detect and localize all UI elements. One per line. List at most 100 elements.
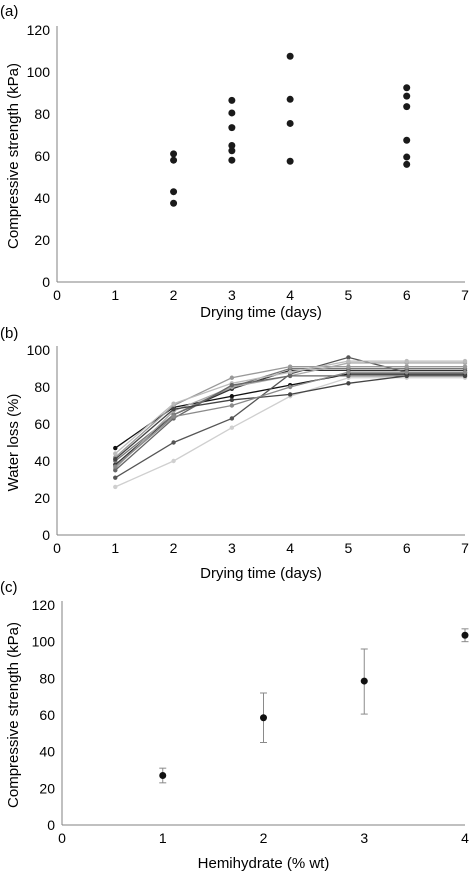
panel-a-y-axis-title: Compressive strength (kPa)	[5, 63, 22, 249]
panel-b-x-tick-label: 0	[53, 540, 61, 556]
panel-a-y-tick-label: 120	[27, 22, 51, 38]
panel-a-data-point	[403, 92, 411, 100]
panel-b-x-tick-label: 1	[111, 540, 119, 556]
panel-c-x-tick-label: 3	[360, 830, 368, 846]
panel-b-series-point	[171, 458, 176, 464]
panel-b-y-tick-label: 40	[34, 453, 50, 469]
panel-c-x-tick-label: 1	[159, 830, 167, 846]
panel-b-series-point	[171, 414, 176, 419]
panel-c-y-tick-label: 60	[39, 707, 55, 723]
panel-c-x-tick-label: 0	[58, 830, 66, 846]
panel-a-data-point	[403, 103, 411, 111]
panel-b-series-point	[229, 397, 235, 403]
panel-a-data-point	[228, 124, 236, 132]
panel-a-y-tick-label: 100	[27, 64, 51, 80]
panel-a-data-point	[286, 52, 294, 60]
panel-b-series-point	[462, 373, 468, 379]
panel-a-data-point	[286, 157, 294, 165]
panel-a-data-point	[170, 150, 178, 158]
panel-a-data-point	[228, 142, 236, 149]
panel-b-series-point	[287, 364, 293, 369]
panel-b-series-point	[404, 370, 409, 375]
panel-c-y-tick-label: 40	[39, 744, 55, 760]
panel-b-x-tick-label: 6	[403, 540, 411, 556]
panel-c-y-tick-label: 80	[39, 670, 55, 686]
panel-a-data-point	[170, 199, 178, 207]
panel-b-y-tick-label: 60	[34, 416, 50, 432]
panel-a-x-tick-label: 3	[228, 287, 236, 303]
panel-b-series-point	[346, 370, 351, 375]
panel-b-series-point	[113, 456, 118, 462]
panel-c-x-axis-title: Hemihydrate (% wt)	[198, 855, 330, 872]
panel-c-y-axis-title: Compressive strength (kPa)	[5, 622, 22, 808]
panel-b-x-axis-title: Drying time (days)	[200, 565, 322, 582]
panel-c-y-tick-label: 120	[32, 597, 56, 613]
panel-a-x-tick-label: 0	[53, 287, 61, 303]
panel-b-series-point	[346, 358, 351, 364]
panel-a-y-tick-label: 80	[34, 106, 50, 122]
panel-c-data-point	[159, 772, 167, 779]
panel-a-y-tick-label: 0	[42, 274, 50, 290]
panel-a-data-point	[228, 109, 236, 117]
panel-a-label: (a)	[0, 3, 18, 20]
panel-b-series-point	[229, 375, 235, 380]
panel-b-series-point	[229, 425, 235, 430]
panel-a-x-axis-title: Drying time (days)	[200, 304, 322, 321]
panel-b-series-point	[113, 475, 118, 480]
panel-b-series-point	[287, 370, 293, 375]
panel-b-series-point	[462, 358, 468, 364]
panel-a-x-tick-label: 4	[286, 287, 294, 303]
panel-b-series-point	[171, 407, 176, 412]
panel-b-x-tick-label: 2	[170, 540, 178, 556]
panel-b-series-point	[346, 364, 351, 369]
panel-b-series-line-6	[114, 362, 465, 469]
panel-a-data-point	[403, 160, 411, 168]
panel-b-series-point	[171, 401, 176, 406]
panel-c-x-tick-label: 2	[260, 830, 268, 846]
panel-b-series-point	[113, 484, 118, 490]
panel-a-y-tick-label: 40	[34, 190, 50, 206]
panel-a-data-point	[403, 153, 411, 161]
panel-b-label: (b)	[0, 325, 18, 342]
panel-a-data-point	[403, 136, 411, 144]
panel-b-series-point	[287, 373, 293, 379]
panel-b-chart: (b) Drying time (days) Water loss (%) 0 1…	[0, 325, 469, 582]
panel-c-y-tick-label: 100	[32, 634, 56, 650]
panel-b-series-point	[113, 468, 118, 473]
panel-c-data-point	[461, 631, 469, 639]
panel-b-series-point	[113, 445, 118, 451]
panel-b-series-point	[462, 370, 468, 375]
panel-c-data-point	[260, 714, 267, 722]
panel-b-series-line-9	[114, 375, 465, 471]
panel-a-x-tick-label: 1	[111, 287, 119, 303]
panel-b-series-point	[404, 364, 409, 369]
panel-a-data-point	[170, 188, 178, 196]
panel-b-series-point	[287, 384, 293, 390]
panel-b-x-tick-label: 4	[286, 540, 294, 556]
panel-c-chart: (c) Hemihydrate (% wt) Compressive stren…	[0, 579, 469, 872]
panel-a-y-tick-label: 20	[34, 232, 50, 248]
panel-b-series-point	[229, 403, 235, 408]
panel-b-series-point	[113, 451, 118, 456]
panel-a-data-point	[228, 147, 236, 155]
panel-a-data-point	[228, 156, 236, 164]
panel-a-data-point	[170, 156, 178, 164]
panel-a-data-point	[228, 96, 236, 104]
panel-a-y-tick-label: 60	[34, 148, 50, 164]
panel-b-series-point	[229, 394, 235, 399]
panel-b-y-axis-title: Water loss (%)	[5, 394, 22, 492]
panel-a-x-tick-label: 6	[403, 287, 411, 303]
panel-b-series-point	[229, 416, 235, 421]
panel-b-x-tick-label: 5	[345, 540, 353, 556]
panel-a-data-point	[286, 119, 294, 127]
panel-b-x-tick-label: 7	[461, 540, 469, 556]
panel-b-y-tick-label: 80	[34, 379, 50, 395]
panel-b-series-point	[404, 358, 409, 364]
panel-a-x-tick-label: 2	[170, 287, 178, 303]
panel-c-x-tick-label: 4	[461, 830, 469, 846]
panel-b-y-tick-label: 20	[34, 490, 50, 506]
panel-b-series-point	[346, 373, 351, 379]
panel-b-series-point	[346, 355, 351, 360]
panel-b-series-point	[171, 440, 176, 445]
